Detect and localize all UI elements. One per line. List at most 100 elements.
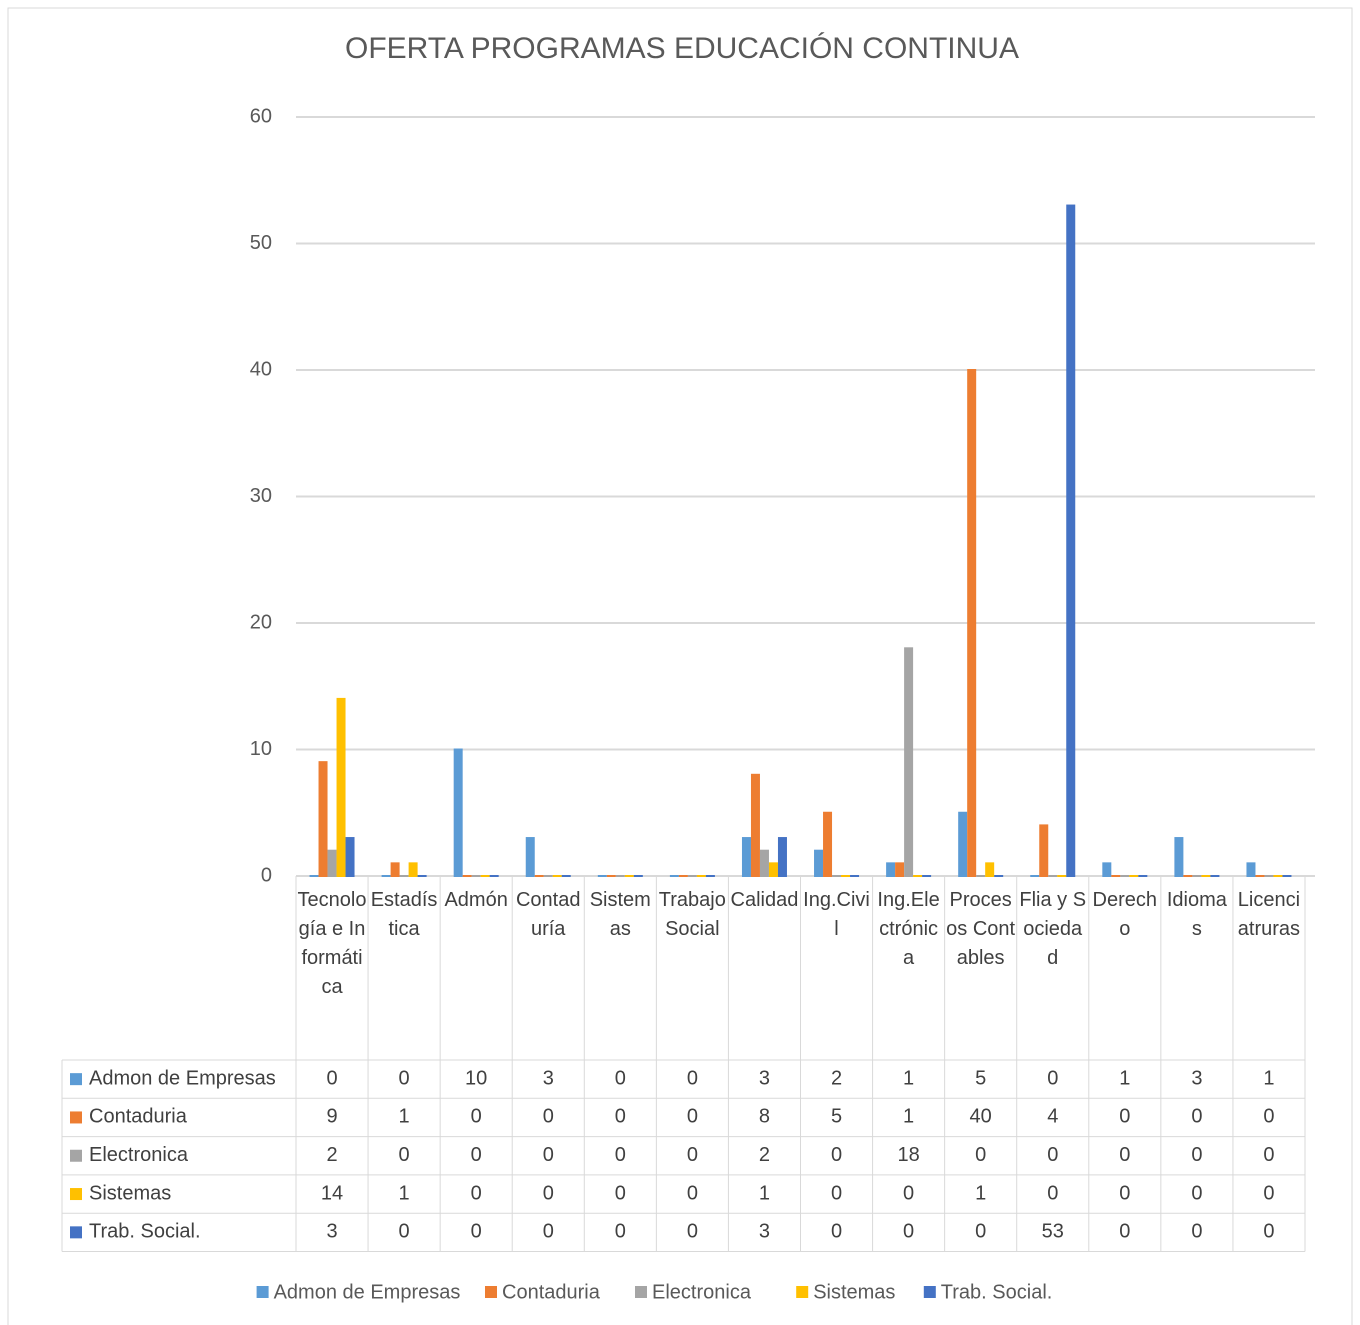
- bar: [750, 773, 760, 877]
- table-cell: 1: [759, 1182, 770, 1204]
- table-cell: 0: [399, 1144, 410, 1166]
- table-cell: 0: [1047, 1144, 1058, 1166]
- bar: [886, 862, 896, 877]
- table-cell: 3: [1191, 1067, 1202, 1089]
- table-cell: 0: [1119, 1144, 1130, 1166]
- y-tick-label: 30: [250, 485, 272, 507]
- bar: [561, 875, 571, 877]
- table-legend-key: [70, 1226, 82, 1239]
- bar: [453, 748, 463, 877]
- bar: [1057, 875, 1067, 877]
- legend-key: [923, 1286, 936, 1298]
- x-tick-label: Derecho: [1092, 889, 1158, 940]
- table-cell: 0: [615, 1067, 626, 1089]
- table-cell: 0: [1191, 1106, 1202, 1128]
- bar: [705, 875, 715, 877]
- table-cell: 1: [903, 1067, 914, 1089]
- table-cell: 0: [687, 1144, 698, 1166]
- bar: [309, 875, 319, 877]
- bar: [841, 875, 851, 877]
- bar: [1138, 875, 1148, 877]
- table-cell: 2: [831, 1067, 842, 1089]
- bar: [552, 875, 562, 877]
- table-cell: 3: [759, 1221, 770, 1243]
- table-cell: 4: [1047, 1106, 1058, 1128]
- y-tick-label: 60: [250, 105, 272, 127]
- bar: [534, 875, 544, 877]
- bar: [1255, 875, 1265, 877]
- table-cell: 0: [1263, 1221, 1274, 1243]
- bar: [1264, 875, 1274, 877]
- table-cell: 40: [970, 1106, 992, 1128]
- table-cell: 3: [759, 1067, 770, 1089]
- table-cell: 0: [543, 1221, 554, 1243]
- legend-label: Admon de Empresas: [274, 1281, 461, 1303]
- bar: [1111, 875, 1121, 877]
- bar: [615, 875, 625, 877]
- x-tick-label: Tecnología e Informática: [297, 889, 367, 998]
- table-cell: 1: [903, 1106, 914, 1128]
- table-cell: 0: [687, 1182, 698, 1204]
- table-row-label: Electronica: [89, 1144, 189, 1166]
- table-cell: 0: [687, 1067, 698, 1089]
- bar: [678, 875, 688, 877]
- x-tick-label: Procesos Contables: [946, 889, 1016, 969]
- table-legend-key: [70, 1188, 82, 1201]
- table-cell: 0: [471, 1106, 482, 1128]
- bar: [895, 862, 905, 877]
- x-tick-label: Licenciatruras: [1237, 889, 1301, 940]
- legend-key: [635, 1286, 647, 1298]
- table-cell: 0: [543, 1144, 554, 1166]
- bar: [399, 875, 409, 877]
- bar: [913, 875, 923, 877]
- bar: [336, 697, 346, 877]
- table-cell: 0: [1191, 1144, 1202, 1166]
- table-cell: 0: [1191, 1182, 1202, 1204]
- bar: [832, 875, 842, 877]
- x-tick-label: Ing.Electrónica: [877, 889, 940, 969]
- table-cell: 8: [759, 1106, 770, 1128]
- x-tick-label: Flia y Sociedad: [1019, 889, 1087, 969]
- table-cell: 18: [897, 1144, 919, 1166]
- x-tick-label: Calidad: [730, 889, 799, 911]
- table-row-label: Admon de Empresas: [89, 1067, 276, 1089]
- table-cell: 0: [1047, 1067, 1058, 1089]
- bar: [976, 875, 986, 877]
- bar: [1066, 204, 1076, 878]
- x-tick-label: Trabajo Social: [658, 889, 726, 940]
- table-cell: 0: [903, 1182, 914, 1204]
- y-tick-label: 50: [250, 232, 272, 254]
- bar: [1201, 875, 1211, 877]
- table-cell: 3: [543, 1067, 554, 1089]
- bar: [1048, 875, 1058, 877]
- table-legend-key: [70, 1073, 82, 1086]
- legend-key: [796, 1286, 809, 1298]
- y-tick-label: 10: [250, 738, 272, 760]
- bar: [1039, 824, 1049, 877]
- x-tick-label: Contaduría: [515, 889, 581, 940]
- table-cell: 0: [1263, 1106, 1274, 1128]
- table-cell: 0: [471, 1182, 482, 1204]
- bar: [967, 369, 977, 877]
- bar: [768, 862, 778, 877]
- table-cell: 0: [399, 1067, 410, 1089]
- table-cell: 0: [615, 1106, 626, 1128]
- legend-label: Contaduria: [502, 1281, 601, 1303]
- table-row-label: Trab. Social.: [89, 1221, 201, 1243]
- bar: [696, 875, 706, 877]
- x-tick-label: Ing.Civil: [803, 889, 870, 940]
- bar: [1273, 875, 1283, 877]
- table-cell: 1: [1119, 1067, 1130, 1089]
- table-cell: 1: [399, 1182, 410, 1204]
- bar: [345, 837, 355, 877]
- table-cell: 5: [975, 1067, 986, 1089]
- legend-label: Sistemas: [813, 1281, 895, 1303]
- bar: [823, 811, 833, 877]
- bar: [543, 875, 553, 877]
- table-cell: 0: [1191, 1221, 1202, 1243]
- bar: [606, 875, 616, 877]
- bar: [381, 875, 391, 877]
- table-cell: 0: [831, 1144, 842, 1166]
- bar: [1282, 875, 1292, 877]
- table-cell: 0: [831, 1182, 842, 1204]
